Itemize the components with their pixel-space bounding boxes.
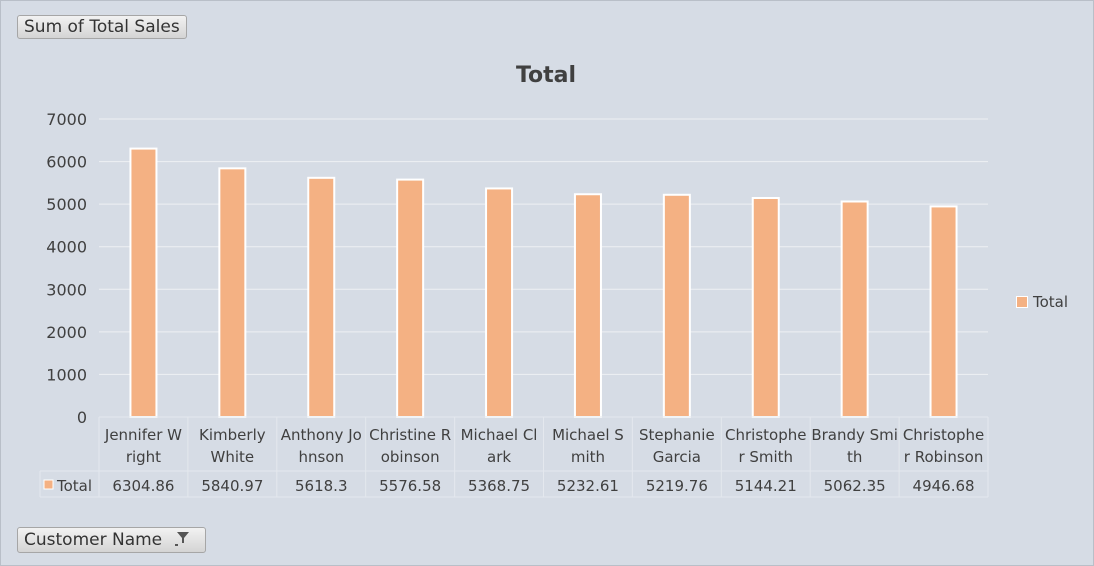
legend-swatch <box>1016 296 1028 308</box>
y-tick-label: 3000 <box>46 280 87 299</box>
bar <box>396 178 425 418</box>
table-value-cell: 5219.76 <box>646 477 708 495</box>
bar <box>129 147 158 418</box>
x-category-label: Anthony Jo <box>281 426 362 444</box>
x-category-label: White <box>211 448 255 466</box>
table-legend-key <box>43 479 54 490</box>
x-category-label: Jennifer W <box>104 426 182 444</box>
x-category-label: Brandy Smi <box>811 426 898 444</box>
sum-of-total-sales-field-button[interactable]: Sum of Total Sales <box>17 15 187 39</box>
legend: Total <box>1016 293 1068 311</box>
x-category-label: Garcia <box>653 448 701 466</box>
x-category-label: hnson <box>298 448 344 466</box>
customer-name-label: Customer Name <box>24 530 163 550</box>
table-value-cell: 5576.58 <box>379 477 441 495</box>
table-value-cell: 5840.97 <box>201 477 263 495</box>
bar <box>751 197 780 418</box>
table-row-label: Total <box>56 477 92 495</box>
bar <box>662 193 691 418</box>
x-category-label: obinson <box>381 448 440 466</box>
x-category-label: Kimberly <box>199 426 266 444</box>
y-tick-label: 1000 <box>46 365 87 384</box>
x-category-label: Christophe <box>725 426 806 444</box>
table-value-cell: 4946.68 <box>913 477 975 495</box>
filter-icon[interactable] <box>175 529 191 553</box>
x-category-label: Christophe <box>903 426 984 444</box>
customer-name-field-button[interactable]: Customer Name <box>17 527 206 553</box>
table-value-cell: 5618.3 <box>295 477 348 495</box>
bar <box>485 187 514 418</box>
x-category-label: ark <box>487 448 511 466</box>
x-category-label: th <box>847 448 862 466</box>
legend-label: Total <box>1033 293 1069 311</box>
x-category-label: right <box>126 448 161 466</box>
bar <box>307 176 336 418</box>
x-category-label: Christine R <box>369 426 451 444</box>
x-category-label: Stephanie <box>639 426 715 444</box>
bar <box>929 205 958 418</box>
y-tick-label: 4000 <box>46 238 87 257</box>
x-category-label: Michael S <box>552 426 624 444</box>
x-category-label: r Smith <box>738 448 793 466</box>
x-category-label: Michael Cl <box>461 426 538 444</box>
chart-title: Total <box>516 63 576 88</box>
bar <box>218 167 247 418</box>
y-tick-label: 0 <box>77 408 87 427</box>
y-tick-label: 6000 <box>46 153 87 172</box>
y-tick-label: 7000 <box>46 110 87 129</box>
x-category-label: r Robinson <box>904 448 984 466</box>
table-value-cell: 5368.75 <box>468 477 530 495</box>
table-value-cell: 6304.86 <box>112 477 174 495</box>
table-value-cell: 5144.21 <box>735 477 797 495</box>
bar <box>573 193 602 418</box>
table-value-cell: 5232.61 <box>557 477 619 495</box>
x-category-label: mith <box>571 448 605 466</box>
y-tick-label: 2000 <box>46 323 87 342</box>
table-value-cell: 5062.35 <box>824 477 886 495</box>
y-tick-label: 5000 <box>46 195 87 214</box>
bar <box>840 200 869 418</box>
